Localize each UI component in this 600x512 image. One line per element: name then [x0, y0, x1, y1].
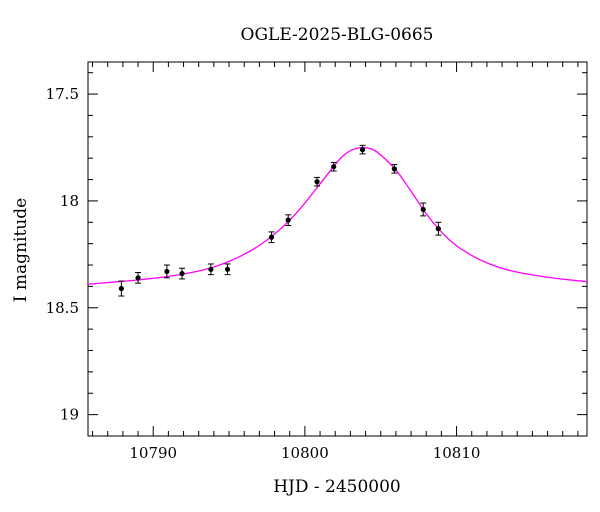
- x-tick-label: 10790: [129, 444, 177, 462]
- data-point: [435, 226, 441, 232]
- data-point: [268, 234, 275, 240]
- plot-area: 10790 10800 10810 17.5 18 18.5 19: [46, 61, 588, 462]
- data-point: [331, 164, 337, 170]
- data-point: [314, 179, 320, 185]
- x-tick-label: 10800: [281, 444, 329, 462]
- y-tick-label: 18: [60, 192, 79, 210]
- data-point: [208, 266, 214, 272]
- y-tick-label: 17.5: [46, 85, 79, 103]
- data-point: [391, 166, 397, 172]
- plot-frame: [87, 61, 588, 437]
- y-tick-label: 19: [60, 406, 79, 424]
- data-point: [135, 275, 141, 281]
- x-axis-label: HJD - 2450000: [273, 477, 401, 497]
- y-axis-label: I magnitude: [11, 198, 31, 302]
- chart-title: OGLE-2025-BLG-0665: [241, 25, 434, 45]
- model-curve: [87, 146, 588, 285]
- data-point: [164, 268, 170, 275]
- data-point: [224, 266, 231, 272]
- data-point: [285, 217, 291, 223]
- data-point: [420, 206, 426, 213]
- data-point: [118, 285, 124, 292]
- x-tick-label: 10810: [433, 444, 481, 462]
- data-point: [359, 147, 366, 153]
- data-point: [179, 270, 185, 277]
- y-tick-label: 18.5: [46, 299, 79, 317]
